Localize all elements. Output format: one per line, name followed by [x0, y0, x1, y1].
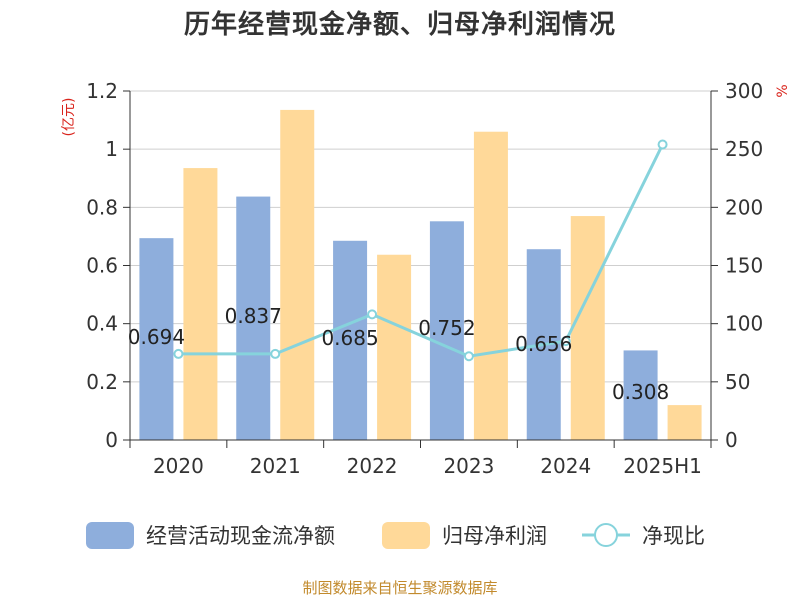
data-label: 0.694 [128, 325, 185, 349]
bar-net-profit [377, 254, 412, 440]
bar-cash-flow [139, 238, 174, 440]
legend-marker-ratio [594, 523, 618, 547]
bar-net-profit [570, 216, 605, 440]
y-right-tick-label: 300 [725, 79, 763, 103]
legend-label-ratio: 净现比 [642, 524, 705, 548]
y-right-tick-label: 100 [725, 312, 763, 336]
data-label: 0.308 [612, 380, 669, 404]
y-left-tick-label: 0.4 [86, 312, 118, 336]
bar-cash-flow [236, 196, 271, 440]
line-point [270, 348, 281, 359]
line-point [173, 348, 184, 359]
x-tick-label: 2025H1 [623, 454, 702, 478]
legend-label-cash-flow: 经营活动现金流净额 [146, 524, 335, 548]
legend-swatch-cash-flow [86, 522, 134, 549]
y-left-tick-label: 1 [105, 137, 118, 161]
y-left-tick-label: 0.8 [86, 195, 118, 219]
x-tick-label: 2020 [153, 454, 204, 478]
y-right-tick-label: 50 [725, 370, 750, 394]
x-tick-label: 2024 [540, 454, 591, 478]
line-ratio [178, 143, 664, 358]
bar-cash-flow [333, 240, 368, 440]
y-right-tick-label: 250 [725, 137, 763, 161]
data-label: 0.752 [418, 316, 475, 340]
line-point [560, 336, 571, 347]
data-label: 0.656 [515, 332, 572, 356]
y-left-tick-label: 0.2 [86, 370, 118, 394]
line-point [657, 139, 668, 150]
bar-net-profit [280, 109, 315, 440]
bar-net-profit [667, 405, 702, 440]
y-left-tick-label: 0 [105, 428, 118, 452]
chart-title: 历年经营现金净额、归母净利润情况 [183, 10, 616, 40]
bar-cash-flow [623, 350, 658, 440]
line-point [367, 309, 378, 320]
y-left-tick-label: 1.2 [86, 79, 118, 103]
y-right-axis-label: % [775, 84, 791, 97]
bar-cash-flow [429, 221, 464, 440]
data-label: 0.685 [321, 326, 378, 350]
x-tick-label: 2022 [347, 454, 398, 478]
bar-net-profit [473, 131, 508, 440]
y-right-tick-label: 0 [725, 428, 738, 452]
legend-label-net-profit: 归母净利润 [442, 524, 547, 548]
x-tick-label: 2023 [443, 454, 494, 478]
y-right-tick-label: 200 [725, 195, 763, 219]
x-tick-label: 2021 [250, 454, 301, 478]
y-right-tick-label: 150 [725, 254, 763, 278]
y-left-tick-label: 0.6 [86, 254, 118, 278]
line-point [463, 351, 474, 362]
data-label: 0.837 [225, 304, 282, 328]
y-left-axis-label: (亿元) [61, 98, 77, 137]
legend-swatch-net-profit [382, 522, 430, 549]
source-note: 制图数据来自恒生聚源数据库 [302, 579, 498, 597]
bar-net-profit [183, 168, 218, 440]
